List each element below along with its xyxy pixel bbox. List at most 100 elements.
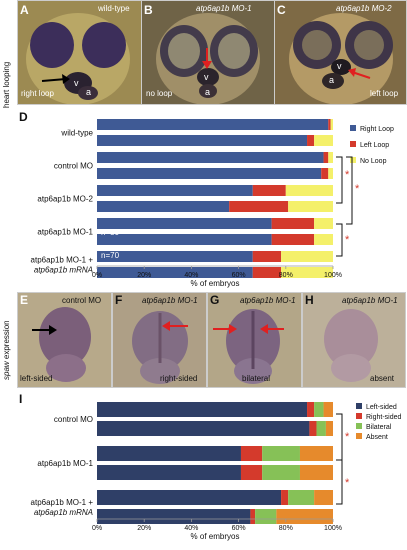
chart-d-bar-segment (97, 267, 253, 278)
chart-i-x-tick-label: 20% (137, 525, 151, 532)
chart-i-bar-segment (250, 509, 256, 524)
chart-d-bar-segment (314, 135, 333, 146)
panel-b-embryo (156, 13, 260, 104)
panel-d-letter: D (19, 110, 28, 124)
panel-g-caption: bilateral (242, 374, 271, 383)
panel-e-caption: left-sided (20, 374, 53, 383)
chart-i-bar-segment (240, 446, 263, 461)
chart-d-bar-segment (285, 185, 333, 196)
chart-d-bar-segment (281, 251, 333, 262)
chart-d-bar-segment (328, 119, 331, 130)
chart-i-bar-segment (262, 465, 300, 480)
chart-i-category-label: atp6ap1b MO-1 (37, 459, 93, 468)
chart-d: wild-type control MO atp6ap1b MO-2 atp6ap1b… (31, 119, 394, 288)
panel-h-letter: H (305, 293, 314, 307)
chart-d-category-label: atp6ap1b MO-2 (37, 195, 93, 204)
panel-f-photo (112, 292, 207, 388)
chart-i-bar-segment (97, 421, 310, 436)
chart-d-category-label: atp6ap1b MO-1 + (31, 256, 94, 265)
chart-i-significance: * (345, 477, 350, 489)
panel-e-embryo (39, 307, 91, 382)
chart-i-x-tick-label: 60% (232, 525, 246, 532)
panel-f-caption: right-sided (160, 374, 198, 383)
panel-i-letter: I (19, 392, 23, 406)
chart-d-annotation: n=50 (101, 228, 120, 237)
chart-d-legend-swatch (350, 125, 356, 131)
chart-d-category-label-2: atp6ap1b mRNA (34, 266, 93, 275)
chart-d-legend-swatch (350, 157, 356, 163)
spaw-expression-side-label: spaw expression (2, 320, 11, 380)
chart-d-bar-segment (97, 119, 329, 130)
chart-d-bar-segment (97, 185, 253, 196)
chart-d-category-label: wild-type (60, 129, 93, 138)
chart-d-legend-label: No Loop (360, 158, 387, 165)
chart-d-bar-segment (252, 267, 282, 278)
panel-g-arrow-left (213, 324, 237, 334)
panel-f-letter: F (115, 293, 123, 307)
panel-h-caption: absent (370, 374, 395, 383)
chart-i-legend-label: Left-sided (366, 404, 397, 411)
chart-d-bracket (346, 156, 353, 225)
chart-i-bar-segment (240, 465, 263, 480)
chart-i-bar-segment (97, 465, 241, 480)
panel-g-photo (207, 292, 302, 388)
panel-a-photo (17, 0, 142, 105)
panel-h-embryo (324, 309, 378, 382)
panel-a-embryo (26, 13, 130, 104)
chart-d-bar-segment (97, 168, 322, 179)
panel-h-photo (302, 292, 406, 388)
panel-c-photo (274, 0, 407, 105)
chart-i-legend-swatch (356, 403, 362, 409)
chart-d-bar-segment (323, 152, 329, 163)
chart-i: control MO atp6ap1b MO-1 atp6ap1b MO-1 +at… (31, 402, 402, 541)
chart-d-bar-segment (97, 218, 272, 229)
chart-i-x-tick-label: 0% (92, 525, 102, 532)
chart-i-bar-segment (325, 421, 333, 436)
chart-d-bracket (336, 223, 343, 257)
chart-i-bracket (336, 459, 343, 505)
chart-d-bar-segment (252, 251, 282, 262)
chart-i-bar-segment (323, 402, 333, 417)
chart-d-bar-segment (97, 251, 253, 262)
chart-i-legend-label: Absent (366, 434, 388, 441)
chart-d-x-tick-label: 40% (184, 272, 198, 279)
panel-a-a-label: a (86, 87, 92, 97)
panel-h-title: atp6ap1b MO-1 (342, 296, 398, 305)
chart-i-bracket (336, 413, 343, 461)
chart-i-legend-swatch (356, 413, 362, 419)
chart-d-category-label: control MO (54, 162, 93, 171)
panel-b-arrow (202, 48, 212, 69)
chart-d-bracket (336, 156, 343, 204)
panel-b-title: atp6ap1b MO-1 (196, 4, 252, 13)
panel-g-title: atp6ap1b MO-1 (240, 296, 296, 305)
panel-b-v-label: v (204, 72, 209, 82)
panel-b-caption: no loop (146, 89, 173, 98)
chart-d-x-axis-title: % of embryos (191, 279, 240, 288)
chart-d-significance: * (345, 234, 350, 246)
chart-d-bar-segment (307, 135, 315, 146)
chart-d-annotation: n=70 (101, 251, 120, 260)
chart-d-bar-segment (97, 234, 272, 245)
panel-f-title: atp6ap1b MO-1 (142, 296, 198, 305)
chart-i-bar-segment (255, 509, 277, 524)
chart-i-bar-segment (97, 402, 308, 417)
chart-i-bar-segment (299, 465, 333, 480)
panel-a-arrow (41, 74, 70, 84)
chart-i-bar-segment (281, 490, 289, 505)
chart-i-legend-swatch (356, 433, 362, 439)
panel-c-embryo (289, 13, 393, 104)
chart-d-significance: * (345, 169, 350, 181)
chart-d-x-tick-label: 20% (137, 272, 151, 279)
panel-e-letter: E (20, 293, 29, 307)
chart-i-bar-segment (314, 402, 324, 417)
chart-i-bar-segment (309, 421, 317, 436)
chart-d-bar-segment (271, 218, 315, 229)
panel-c-letter: C (277, 3, 286, 17)
chart-i-bar-segment (276, 509, 333, 524)
chart-d-bar-segment (97, 152, 324, 163)
panel-a-v-label: v (74, 78, 79, 88)
panel-b-a-label: a (205, 87, 211, 97)
chart-d-bar-segment (271, 234, 315, 245)
chart-i-bar-segment (97, 509, 251, 524)
chart-d-bar-segment (328, 152, 333, 163)
